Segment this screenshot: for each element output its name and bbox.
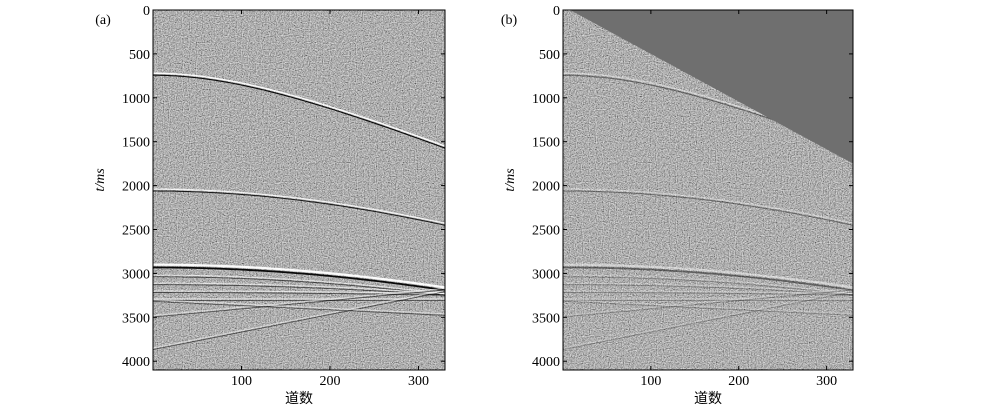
y-tick-label: 4000	[532, 355, 560, 370]
event-linear	[153, 289, 445, 349]
x-axis-label: 道数	[694, 391, 722, 407]
mute-zone	[570, 10, 853, 164]
x-tick-label: 200	[728, 374, 749, 389]
event-linear-dark	[563, 289, 853, 318]
y-tick-label: 1000	[122, 92, 150, 107]
event-linear-dark	[153, 291, 445, 351]
x-tick-label: 200	[319, 374, 340, 389]
y-tick-label: 0	[553, 4, 560, 19]
event-bright	[153, 188, 445, 224]
y-tick-label: 2000	[122, 180, 150, 195]
event-linear-dark	[153, 289, 445, 318]
event-bright	[153, 263, 445, 289]
event-linear	[563, 287, 853, 317]
y-tick-label: 0	[143, 4, 150, 19]
y-tick-label: 4000	[122, 355, 150, 370]
event-dark	[153, 266, 445, 292]
panel-label: (b)	[501, 13, 518, 28]
event-bright	[563, 282, 853, 295]
y-tick-label: 1500	[122, 136, 150, 151]
y-tick-label: 1500	[532, 136, 560, 151]
plot-frame	[562, 9, 854, 371]
event-dark	[563, 190, 853, 226]
event-dark	[153, 74, 445, 149]
x-axis-label: 道数	[285, 391, 313, 407]
y-tick-label: 2500	[532, 224, 560, 239]
event-dark	[153, 190, 445, 226]
y-axis-label: t/ms	[503, 168, 518, 192]
y-tick-label: 3000	[532, 267, 560, 282]
event-linear	[563, 289, 853, 349]
x-tick-label: 100	[640, 374, 661, 389]
event-linear-dark	[563, 291, 853, 351]
event-bright	[563, 263, 853, 289]
event-bright	[153, 274, 445, 295]
event-dark	[563, 292, 853, 296]
y-tick-label: 3000	[122, 267, 150, 282]
event-dark	[153, 284, 445, 296]
seismic-image	[153, 10, 445, 370]
event-linear-dark	[563, 300, 853, 316]
seismic-image	[563, 10, 853, 370]
event-dark	[563, 266, 853, 292]
y-tick-label: 3500	[532, 311, 560, 326]
x-tick-label: 300	[408, 374, 429, 389]
y-tick-label: 1000	[532, 92, 560, 107]
y-tick-label: 2000	[532, 180, 560, 195]
y-tick-label: 500	[539, 48, 560, 63]
event-linear	[153, 299, 445, 315]
x-tick-label: 300	[816, 374, 837, 389]
event-linear	[563, 299, 853, 315]
y-tick-label: 3500	[122, 311, 150, 326]
event-dark	[563, 284, 853, 296]
event-bright	[563, 290, 853, 295]
event-bright	[563, 188, 853, 224]
y-tick-label: 2500	[122, 224, 150, 239]
event-bright	[153, 282, 445, 295]
panel-label: (a)	[95, 13, 111, 28]
plot-frame	[152, 9, 446, 371]
event-dark	[153, 276, 445, 296]
event-linear	[153, 287, 445, 317]
x-tick-label: 100	[231, 374, 252, 389]
event-linear-dark	[153, 300, 445, 316]
event-dark	[563, 276, 853, 296]
event-bright	[153, 72, 445, 147]
y-axis-label: t/ms	[93, 168, 108, 192]
event-bright	[563, 274, 853, 295]
y-tick-label: 500	[129, 48, 150, 63]
